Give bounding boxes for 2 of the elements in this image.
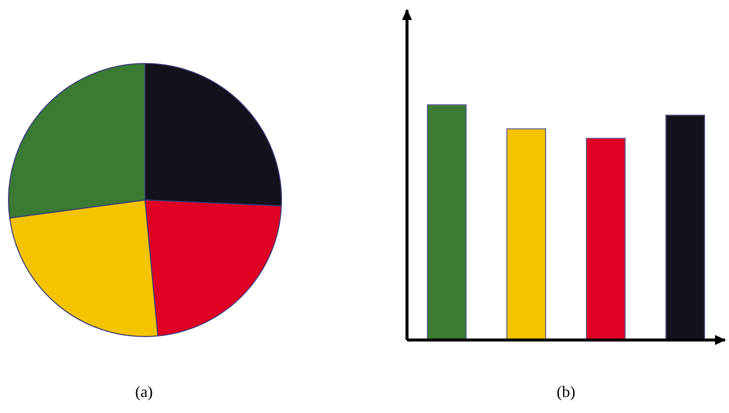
- text: (b): [556, 384, 576, 402]
- text: (a): [135, 384, 153, 402]
